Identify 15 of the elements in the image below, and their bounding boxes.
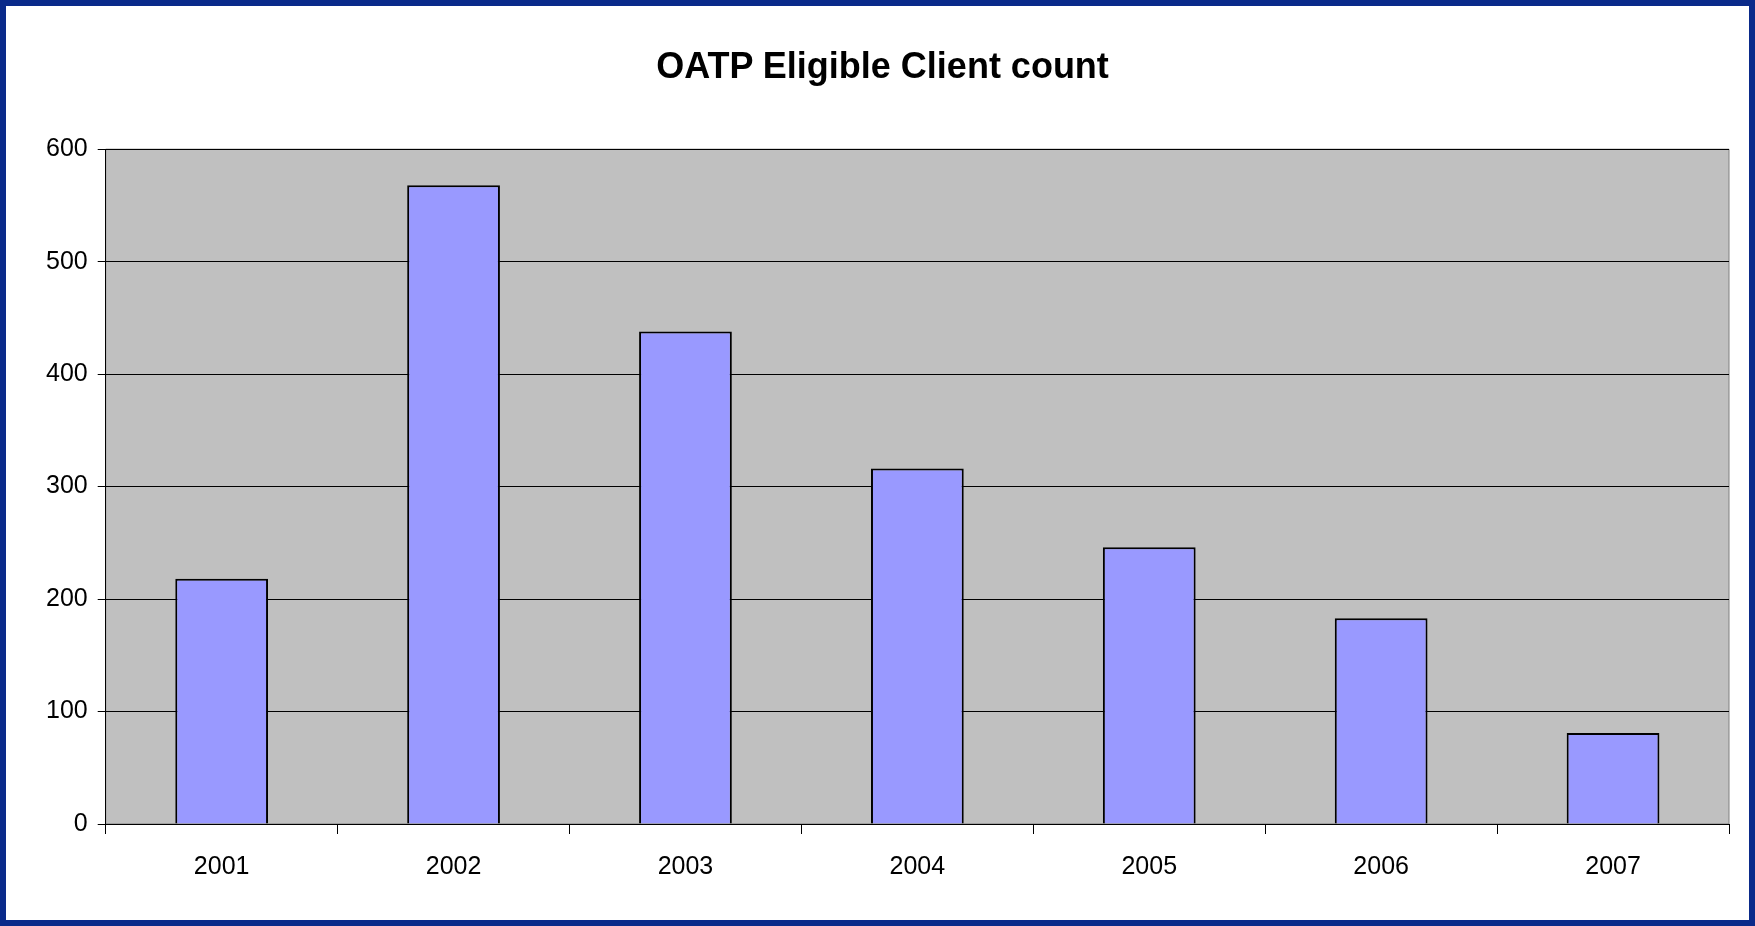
chart-title: OATP Eligible Client count (656, 44, 1109, 86)
y-tick-label: 200 (45, 582, 88, 611)
x-tick-label: 2004 (889, 850, 946, 879)
y-tick-label: 400 (45, 358, 88, 387)
x-tick-label: 2002 (425, 850, 482, 879)
x-tick-label: 2005 (1121, 850, 1178, 879)
x-tick-label: 2003 (657, 850, 714, 879)
x-tick-label: 2006 (1353, 850, 1409, 879)
y-tick-label: 300 (45, 470, 88, 499)
y-tick-label: 500 (45, 245, 88, 274)
x-tick-label: 2007 (1585, 850, 1641, 879)
x-tick-label: 2001 (193, 850, 250, 879)
y-tick-label: 600 (45, 133, 88, 162)
y-tick-label: 100 (45, 695, 88, 724)
y-tick-label: 0 (73, 807, 88, 836)
